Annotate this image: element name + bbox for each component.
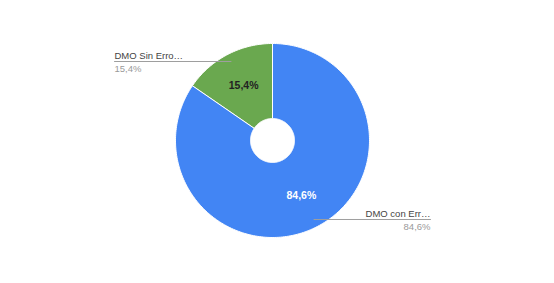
svg-text:15,4%: 15,4% [229, 79, 259, 91]
svg-text:DMO con Err…: DMO con Err… [366, 208, 431, 219]
svg-text:84,6%: 84,6% [286, 189, 316, 201]
svg-text:DMO Sin Erro…: DMO Sin Erro… [115, 50, 184, 61]
svg-text:84,6%: 84,6% [404, 221, 431, 232]
svg-text:15,4%: 15,4% [115, 63, 142, 74]
